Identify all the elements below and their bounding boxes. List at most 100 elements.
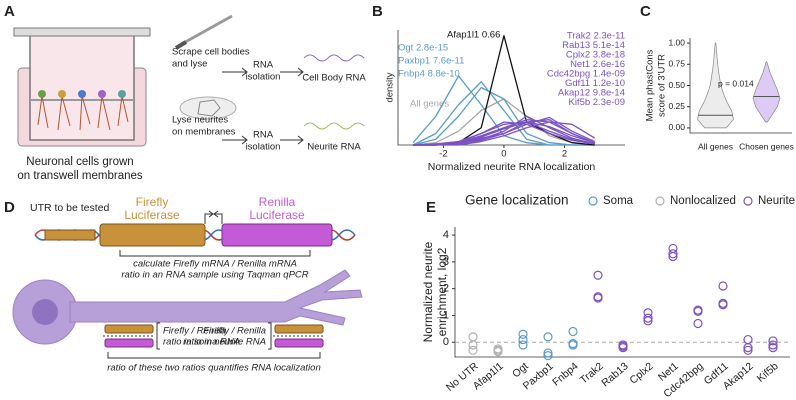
- data-point: [668, 251, 678, 262]
- ratio-text: ratio in soma RNA: [163, 337, 240, 348]
- data-point: [543, 348, 553, 358]
- y-axis-label: Mean phastCons: [645, 49, 656, 121]
- step-text: and lyse: [172, 59, 207, 70]
- step-text: Scrape cell bodies: [172, 47, 250, 58]
- calc-text: calculate Firefly mRNA / Renilla mRNA: [133, 259, 297, 270]
- step-text: isolation: [246, 72, 281, 83]
- x-tick-label: Cplx2: [627, 360, 655, 387]
- density-curve: [412, 86, 595, 146]
- step-text: Lyse neurites: [172, 115, 228, 126]
- axis: [689, 38, 792, 134]
- legend-label: Cplx2 3.8e-18: [566, 50, 625, 61]
- x-axis-label: Normalized neurite RNA localization: [428, 161, 596, 173]
- y-axis-label: score of 3'UTR: [657, 54, 668, 117]
- data-point: [768, 340, 778, 350]
- renilla-label: Luciferase: [249, 208, 305, 222]
- data-point: [493, 344, 503, 354]
- x-tick-label: Kif5b: [755, 360, 781, 385]
- density-curve: [412, 81, 595, 146]
- legend-label: Soma: [603, 195, 634, 207]
- y-tick-label: 3: [443, 256, 449, 268]
- y-axis-label: enrichment, log2: [435, 247, 449, 336]
- y-tick-label: 2: [443, 283, 449, 295]
- panel-label: A: [4, 3, 15, 20]
- legend-label: Rab13 5.1e-14: [562, 40, 625, 51]
- utr-label: UTR to be tested: [30, 202, 110, 214]
- caption: Neuronal cells grown: [26, 156, 133, 168]
- data-point: [518, 329, 528, 339]
- transwell-diagram: [13, 27, 151, 147]
- data-point: [743, 334, 753, 345]
- legend-marker: [743, 196, 753, 206]
- violin: [752, 61, 781, 123]
- data-point: [493, 347, 503, 357]
- data-point: [468, 332, 478, 342]
- data-point: [568, 326, 578, 337]
- panel-label: D: [4, 199, 15, 216]
- data-point: [768, 336, 778, 346]
- x-tick-label: 2: [562, 149, 567, 160]
- caption: on transwell membranes: [17, 170, 143, 182]
- legend-label: Ogt 2.8e-15: [398, 43, 448, 54]
- ratio-text: Firefly / Renilla: [163, 326, 226, 337]
- data-point: [543, 332, 553, 342]
- data-point: [468, 345, 478, 355]
- data-point: [768, 343, 778, 353]
- data-point: [518, 340, 528, 350]
- calc-text: ratio in an RNA sample using Taqman qPCR: [121, 270, 308, 281]
- data-point: [543, 351, 553, 361]
- y-tick-label: 0.25: [668, 101, 685, 111]
- data-point: [593, 270, 603, 280]
- violin: [697, 42, 734, 129]
- firefly-label: Luciferase: [124, 208, 180, 222]
- legend-label: Gdf11 1.2e-10: [565, 78, 625, 89]
- data-point: [518, 334, 528, 345]
- legend-label: Nonlocalized: [670, 195, 736, 207]
- renilla-label: Renilla: [259, 195, 296, 209]
- legend-marker: [588, 196, 598, 206]
- y-tick-label: 0.75: [668, 59, 685, 69]
- panel-label: E: [426, 199, 436, 216]
- y-tick-label: 1: [443, 309, 449, 321]
- legend-label: Trak2 2.3e-11: [567, 31, 625, 42]
- legend-label: All genes: [410, 99, 449, 110]
- x-tick-label: 0: [501, 149, 506, 160]
- data-point: [668, 249, 678, 259]
- step-text: RNA: [253, 130, 274, 141]
- panel-label: B: [372, 3, 383, 20]
- y-tick-label: 0: [443, 336, 449, 348]
- data-point: [743, 345, 753, 355]
- data-point: [618, 343, 628, 353]
- legend-label: Cdc42bpg 1.4e-09: [547, 69, 625, 80]
- legend-label: Kif5b 2.3e-09: [568, 97, 625, 108]
- product-label: Neurite RNA: [307, 142, 361, 153]
- y-tick-label: 4: [443, 229, 449, 241]
- step-text: on membranes: [172, 127, 236, 138]
- x-tick-label: All genes: [698, 141, 733, 151]
- legend-marker: [655, 196, 665, 206]
- density-curve: [413, 121, 595, 146]
- step-text: RNA: [253, 60, 274, 71]
- step-text: isolation: [246, 142, 281, 153]
- x-tick-label: Fnbp4: [550, 360, 581, 388]
- y-tick-label: 1.00: [668, 37, 685, 47]
- data-point: [718, 281, 728, 291]
- legend-label: Afap1l1 0.66: [447, 30, 500, 41]
- data-point: [718, 300, 728, 310]
- legend-label: Neurite: [758, 195, 795, 207]
- legend-label: Akap12 9.8e-14: [558, 88, 625, 99]
- process-icons: [174, 14, 365, 145]
- data-point: [593, 293, 603, 303]
- x-tick-label: Rab13: [599, 360, 631, 389]
- summary-text: ratio of these two ratios quantifies RNA…: [107, 363, 321, 374]
- x-tick-label: Chosen genes: [739, 141, 794, 151]
- legend-label: Net1 2.6e-16: [570, 59, 625, 70]
- data-point: [568, 340, 578, 350]
- panel-label: C: [640, 3, 651, 20]
- data-point: [468, 340, 478, 350]
- legend-title: Gene localization: [465, 193, 569, 208]
- data-point: [693, 318, 703, 329]
- ratio-text: Firefly / Renilla: [203, 326, 266, 337]
- annotation: p = 0.014: [718, 78, 754, 88]
